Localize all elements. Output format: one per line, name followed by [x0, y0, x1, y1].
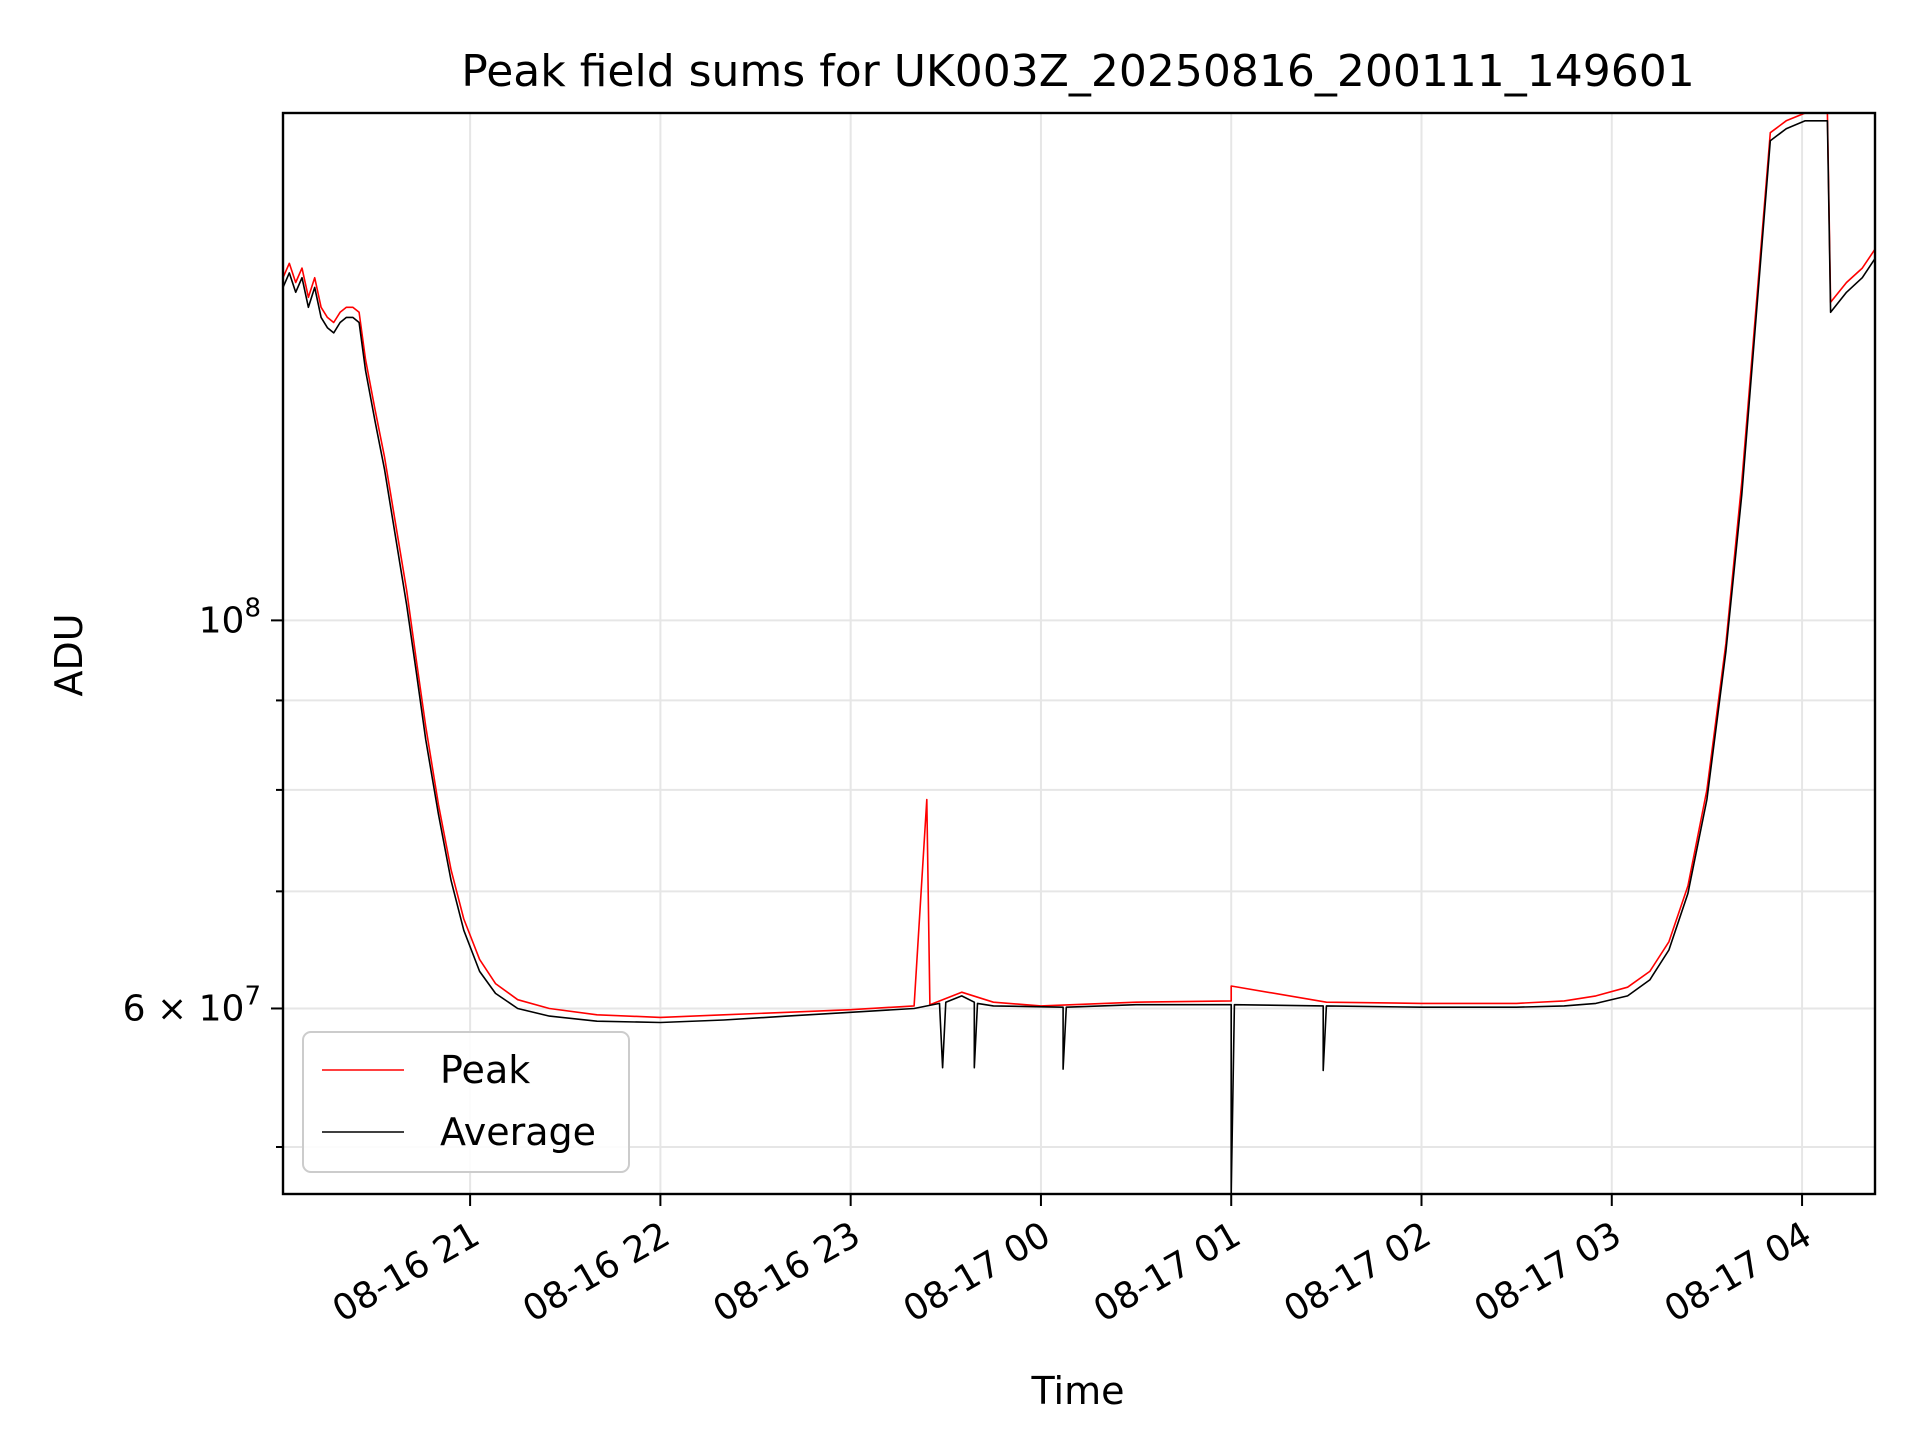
grid	[283, 113, 1875, 1194]
y-tick-label: 108	[199, 593, 261, 641]
legend-label-peak: Peak	[440, 1048, 530, 1092]
legend: Peak Average	[302, 1031, 630, 1173]
series-lines	[282, 112, 1876, 1195]
x-tick-label: 08-17 01	[1087, 1214, 1248, 1330]
x-tick-label: 08-17 02	[1277, 1214, 1438, 1330]
plot-frame	[281, 111, 1877, 1196]
series-line-average	[282, 120, 1876, 1195]
y-tick-label-part: 8	[244, 593, 261, 623]
series-line-peak	[282, 112, 1876, 1019]
legend-label-average: Average	[440, 1110, 596, 1154]
y-tick-label-part: 10	[199, 988, 245, 1029]
chart-title: Peak field sums for UK003Z_20250816_2001…	[461, 46, 1695, 97]
x-tick-label: 08-17 03	[1468, 1214, 1629, 1330]
x-axis-label: Time	[1031, 1369, 1125, 1413]
y-axis-label: ADU	[47, 613, 91, 696]
legend-box	[302, 1031, 630, 1173]
y-tick-label-part: 10	[199, 600, 245, 641]
y-tick-label-part: 6	[123, 988, 146, 1029]
x-tick-label: 08-16 21	[326, 1214, 487, 1330]
y-tick-label-part: 7	[244, 981, 261, 1011]
x-tick-label: 08-17 04	[1658, 1214, 1819, 1330]
x-tick-label: 08-17 00	[897, 1214, 1058, 1330]
y-tick-label: 6 × 107	[123, 981, 261, 1029]
y-tick-label-part: ×	[146, 988, 199, 1029]
x-ticks: 08-16 21 08-16 22 08-16 23 08-17 00 08-17 01…	[326, 1194, 1819, 1331]
x-tick-label: 08-16 22	[516, 1214, 677, 1330]
x-tick-label: 08-16 23	[706, 1214, 867, 1330]
